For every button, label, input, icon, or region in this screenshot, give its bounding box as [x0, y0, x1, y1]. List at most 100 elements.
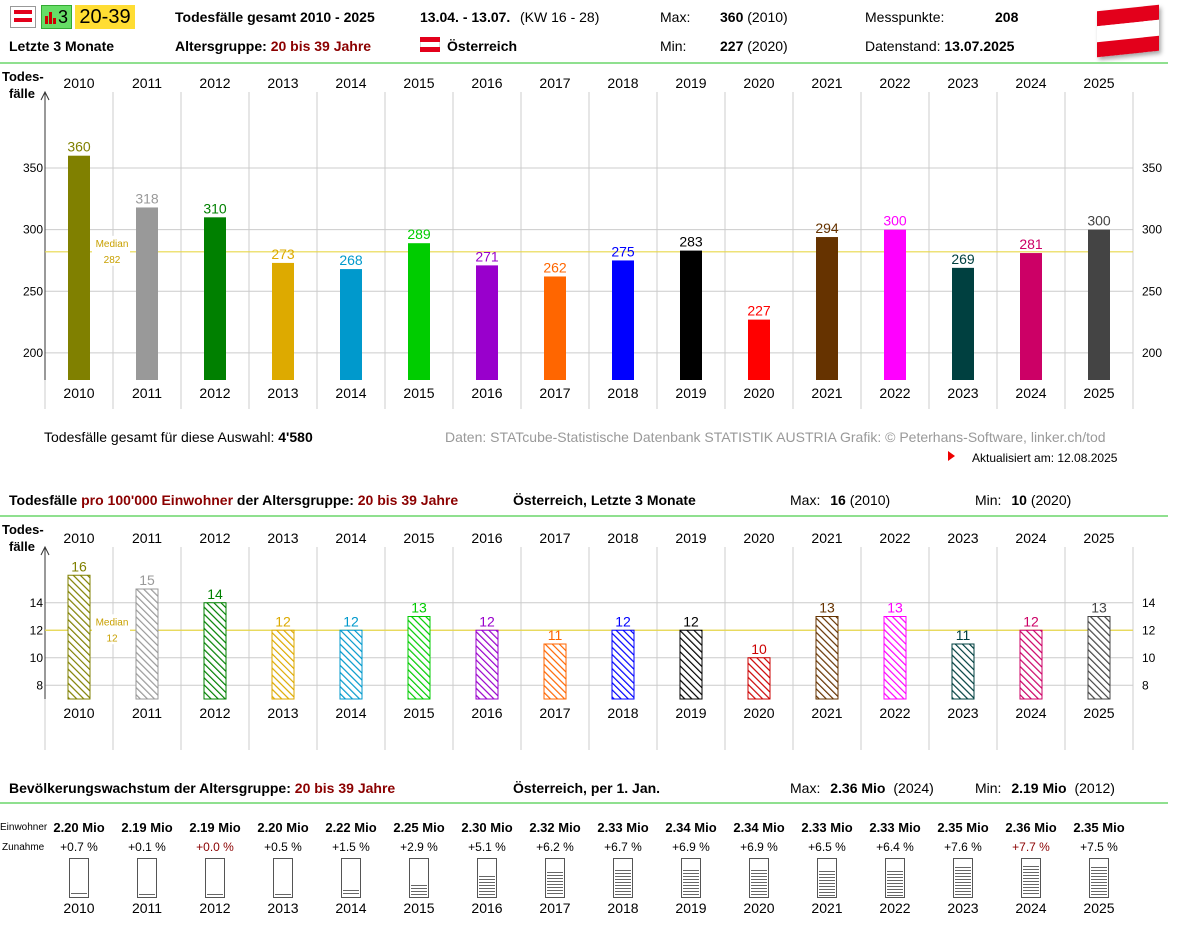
y-tick-label-right: 8	[1142, 678, 1149, 692]
data-label: 300	[883, 213, 907, 229]
chart-type-button[interactable]: 3	[41, 5, 72, 29]
median-label-bg	[92, 235, 130, 266]
bar	[679, 629, 703, 700]
bar	[204, 217, 226, 380]
growth-value: +6.9 %	[672, 840, 710, 854]
x-tick-label-top: 2016	[471, 75, 502, 91]
play-icon[interactable]	[948, 451, 955, 461]
section2-max: Max: 16 (2010)	[790, 492, 891, 508]
x-tick-label: 2012	[199, 385, 230, 401]
total-deaths: Todesfälle gesamt für diese Auswahl: 4'5…	[44, 429, 313, 445]
x-tick-label: 2014	[335, 385, 366, 401]
x-tick-label-top: 2018	[607, 75, 638, 91]
median-label: Median	[96, 239, 129, 250]
x-tick-label: 2017	[539, 385, 570, 401]
x-tick-label-top: 2017	[539, 75, 570, 91]
population-value: 2.20 Mio	[53, 820, 105, 835]
x-tick-label-top: 2022	[879, 75, 910, 91]
y-tick-label: 8	[36, 678, 43, 692]
data-label: 15	[139, 572, 155, 588]
x-tick-label-top: 2012	[199, 530, 230, 546]
growth-gauge-fill	[71, 893, 87, 896]
data-label: 12	[275, 613, 291, 629]
growth-gauge	[1021, 858, 1041, 898]
x-tick-label: 2016	[471, 385, 502, 401]
bar	[1020, 253, 1042, 380]
growth-gauge-fill	[683, 870, 699, 896]
data-label: 13	[1091, 600, 1107, 616]
growth-gauge-fill	[1023, 866, 1039, 896]
growth-gauge	[613, 858, 633, 898]
austria-flag-large-icon	[1097, 4, 1159, 58]
population-value: 2.20 Mio	[257, 820, 309, 835]
x-tick-label: 2015	[403, 705, 434, 721]
growth-gauge-fill	[343, 890, 359, 896]
growth-value: +0.5 %	[264, 840, 302, 854]
y-tick-label-right: 12	[1142, 623, 1156, 637]
growth-value: +7.6 %	[944, 840, 982, 854]
y-tick-label: 350	[23, 161, 43, 175]
x-tick-label-top: 2013	[267, 530, 298, 546]
x-tick-label: 2018	[607, 705, 638, 721]
x-tick-label: 2023	[947, 385, 978, 401]
y-axis-label: Todes-	[2, 522, 44, 537]
population-table: 2.20 Mio +0.7 % 2010 2.19 Mio +0.1 % 2011 2.19…	[0, 812, 1190, 922]
range-label: Letzte 3 Monate	[9, 38, 115, 54]
section2-title: Todesfälle pro 100'000 Einwohner der Alt…	[9, 492, 459, 508]
x-tick-label: 2013	[267, 385, 298, 401]
y-tick-label-right: 10	[1142, 651, 1156, 665]
x-tick-label-top: 2010	[63, 530, 94, 546]
data-label: 10	[751, 641, 767, 657]
age-group-button[interactable]: 20-39	[75, 5, 135, 29]
bar	[272, 262, 294, 380]
x-tick-label: 2010	[63, 705, 94, 721]
y-axis-label: fälle	[9, 86, 35, 101]
country: Österreich	[447, 38, 518, 54]
x-tick-label: 2010	[63, 385, 94, 401]
x-tick-label-top: 2015	[403, 75, 434, 91]
data-label: 16	[71, 558, 87, 574]
x-tick-label: 2019	[675, 900, 707, 916]
x-tick-label-top: 2022	[879, 530, 910, 546]
growth-gauge-fill	[547, 872, 563, 896]
bar	[884, 229, 906, 380]
x-tick-label: 2020	[743, 705, 774, 721]
growth-row-label: Zunahme	[2, 842, 45, 853]
population-value: 2.33 Mio	[597, 820, 649, 835]
growth-gauge-fill	[411, 885, 427, 896]
growth-value: +5.1 %	[468, 840, 506, 854]
data-label: 281	[1019, 236, 1043, 252]
x-tick-label-top: 2018	[607, 530, 638, 546]
min-label: Min:	[660, 38, 687, 54]
x-tick-label-top: 2015	[403, 530, 434, 546]
x-tick-label: 2024	[1015, 900, 1047, 916]
data-label: 13	[411, 600, 427, 616]
growth-gauge	[817, 858, 837, 898]
growth-gauge	[1089, 858, 1109, 898]
growth-gauge	[545, 858, 565, 898]
population-value: 2.30 Mio	[461, 820, 513, 835]
bar	[1087, 616, 1111, 700]
population-value: 2.34 Mio	[665, 820, 717, 835]
bar	[68, 155, 90, 380]
bar	[815, 616, 839, 700]
bar	[748, 319, 770, 380]
data-label: 271	[475, 248, 499, 264]
austria-flag-button[interactable]	[10, 6, 36, 28]
bar	[67, 574, 91, 700]
bar	[544, 276, 566, 380]
x-tick-label: 2024	[1015, 705, 1046, 721]
bar	[612, 260, 634, 380]
x-tick-label-top: 2016	[471, 530, 502, 546]
datenstand: Datenstand: 13.07.2025	[865, 38, 1015, 54]
data-label: 12	[343, 613, 359, 629]
updated-date: Aktualisiert am: 12.08.2025	[972, 451, 1118, 465]
growth-gauge-fill	[1091, 867, 1107, 896]
y-tick-label: 12	[30, 623, 44, 637]
country-flag-icon	[420, 37, 440, 54]
bar	[951, 643, 975, 700]
population-value: 2.35 Mio	[937, 820, 989, 835]
bar	[816, 237, 838, 380]
bar-chart-icon	[45, 10, 57, 24]
x-tick-label: 2018	[607, 900, 639, 916]
